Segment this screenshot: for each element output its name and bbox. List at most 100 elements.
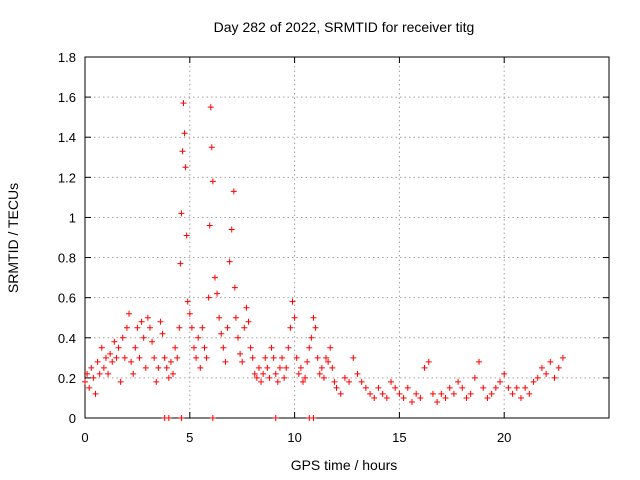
- data-point: [146, 324, 153, 331]
- data-point: [165, 374, 172, 381]
- data-point: [128, 358, 135, 365]
- data-point: [266, 374, 273, 381]
- data-point: [207, 104, 214, 111]
- data-point: [82, 378, 88, 385]
- data-point: [115, 344, 122, 351]
- data-point: [526, 390, 533, 397]
- data-point: [530, 378, 537, 385]
- data-point: [163, 364, 170, 371]
- data-point: [272, 370, 279, 377]
- data-point: [312, 324, 319, 331]
- data-point: [155, 364, 162, 371]
- data-point: [341, 374, 348, 381]
- data-point: [165, 415, 172, 421]
- data-point: [534, 374, 541, 381]
- data-point: [180, 100, 187, 107]
- data-point: [346, 378, 353, 385]
- y-tick-label: 0: [69, 411, 76, 426]
- data-point: [408, 398, 415, 405]
- data-point: [316, 370, 323, 377]
- data-point: [302, 374, 309, 381]
- data-point: [206, 222, 213, 229]
- data-point: [310, 314, 317, 321]
- data-point: [239, 358, 246, 365]
- data-point: [220, 344, 227, 351]
- plot-frame: [84, 56, 610, 419]
- axis-ticks: [84, 56, 609, 419]
- data-point: [172, 344, 179, 351]
- data-point: [467, 390, 474, 397]
- data-point: [241, 324, 248, 331]
- data-point: [272, 415, 279, 421]
- data-point: [149, 338, 156, 345]
- data-point: [247, 344, 254, 351]
- data-point: [262, 354, 269, 361]
- data-point: [100, 364, 107, 371]
- data-point: [188, 324, 195, 331]
- data-point: [484, 394, 491, 401]
- x-tick-label: 20: [497, 430, 511, 445]
- data-point: [211, 274, 218, 281]
- data-point: [492, 384, 499, 391]
- data-point: [488, 390, 495, 397]
- data-point: [90, 374, 97, 381]
- y-axis-label: SRMTID / TECUs: [5, 183, 21, 293]
- data-point: [140, 334, 147, 341]
- data-point: [279, 354, 286, 361]
- data-point: [429, 390, 436, 397]
- data-point: [216, 314, 223, 321]
- data-point: [181, 130, 188, 137]
- data-point: [551, 374, 558, 381]
- data-point: [264, 364, 271, 371]
- data-point: [438, 390, 445, 397]
- data-point: [283, 364, 290, 371]
- y-tick-label: 0.4: [58, 331, 76, 346]
- x-tick-label: 0: [81, 430, 88, 445]
- data-point: [476, 358, 483, 365]
- data-point: [199, 324, 206, 331]
- data-point: [178, 415, 185, 421]
- data-point: [178, 210, 185, 217]
- data-point: [88, 364, 95, 371]
- data-point: [281, 374, 288, 381]
- data-point: [86, 384, 93, 391]
- data-point: [251, 370, 258, 377]
- data-point: [176, 324, 183, 331]
- data-point: [375, 384, 382, 391]
- data-point: [224, 324, 231, 331]
- y-tick-label: 0.6: [58, 291, 76, 306]
- data-point: [255, 364, 262, 371]
- y-tick-label: 1.8: [58, 50, 76, 65]
- data-point: [383, 394, 390, 401]
- data-point: [362, 384, 369, 391]
- data-point: [230, 188, 237, 195]
- data-point: [258, 378, 265, 385]
- data-point: [304, 358, 311, 365]
- data-point: [450, 390, 457, 397]
- data-point: [228, 226, 235, 233]
- data-point: [318, 364, 325, 371]
- data-point: [555, 364, 562, 371]
- data-point: [497, 378, 504, 385]
- data-point: [274, 378, 281, 385]
- data-point: [195, 334, 202, 341]
- data-point: [218, 330, 225, 337]
- data-point: [308, 334, 315, 341]
- data-point: [203, 354, 210, 361]
- data-point: [329, 364, 336, 371]
- data-point: [161, 354, 168, 361]
- x-tick-label: 5: [186, 430, 193, 445]
- data-point: [297, 364, 304, 371]
- data-point: [170, 370, 177, 377]
- data-point: [159, 330, 166, 337]
- data-point: [174, 354, 181, 361]
- data-point: [232, 314, 239, 321]
- data-point: [130, 370, 137, 377]
- data-point: [291, 314, 298, 321]
- y-tick-labels: 0 0.2 0.4 0.6 0.8 1 1.2 1.4 1.6 1.8: [58, 50, 76, 426]
- data-point: [513, 384, 520, 391]
- data-point: [505, 384, 512, 391]
- data-point: [404, 384, 411, 391]
- data-point: [333, 384, 340, 391]
- data-point: [92, 390, 99, 397]
